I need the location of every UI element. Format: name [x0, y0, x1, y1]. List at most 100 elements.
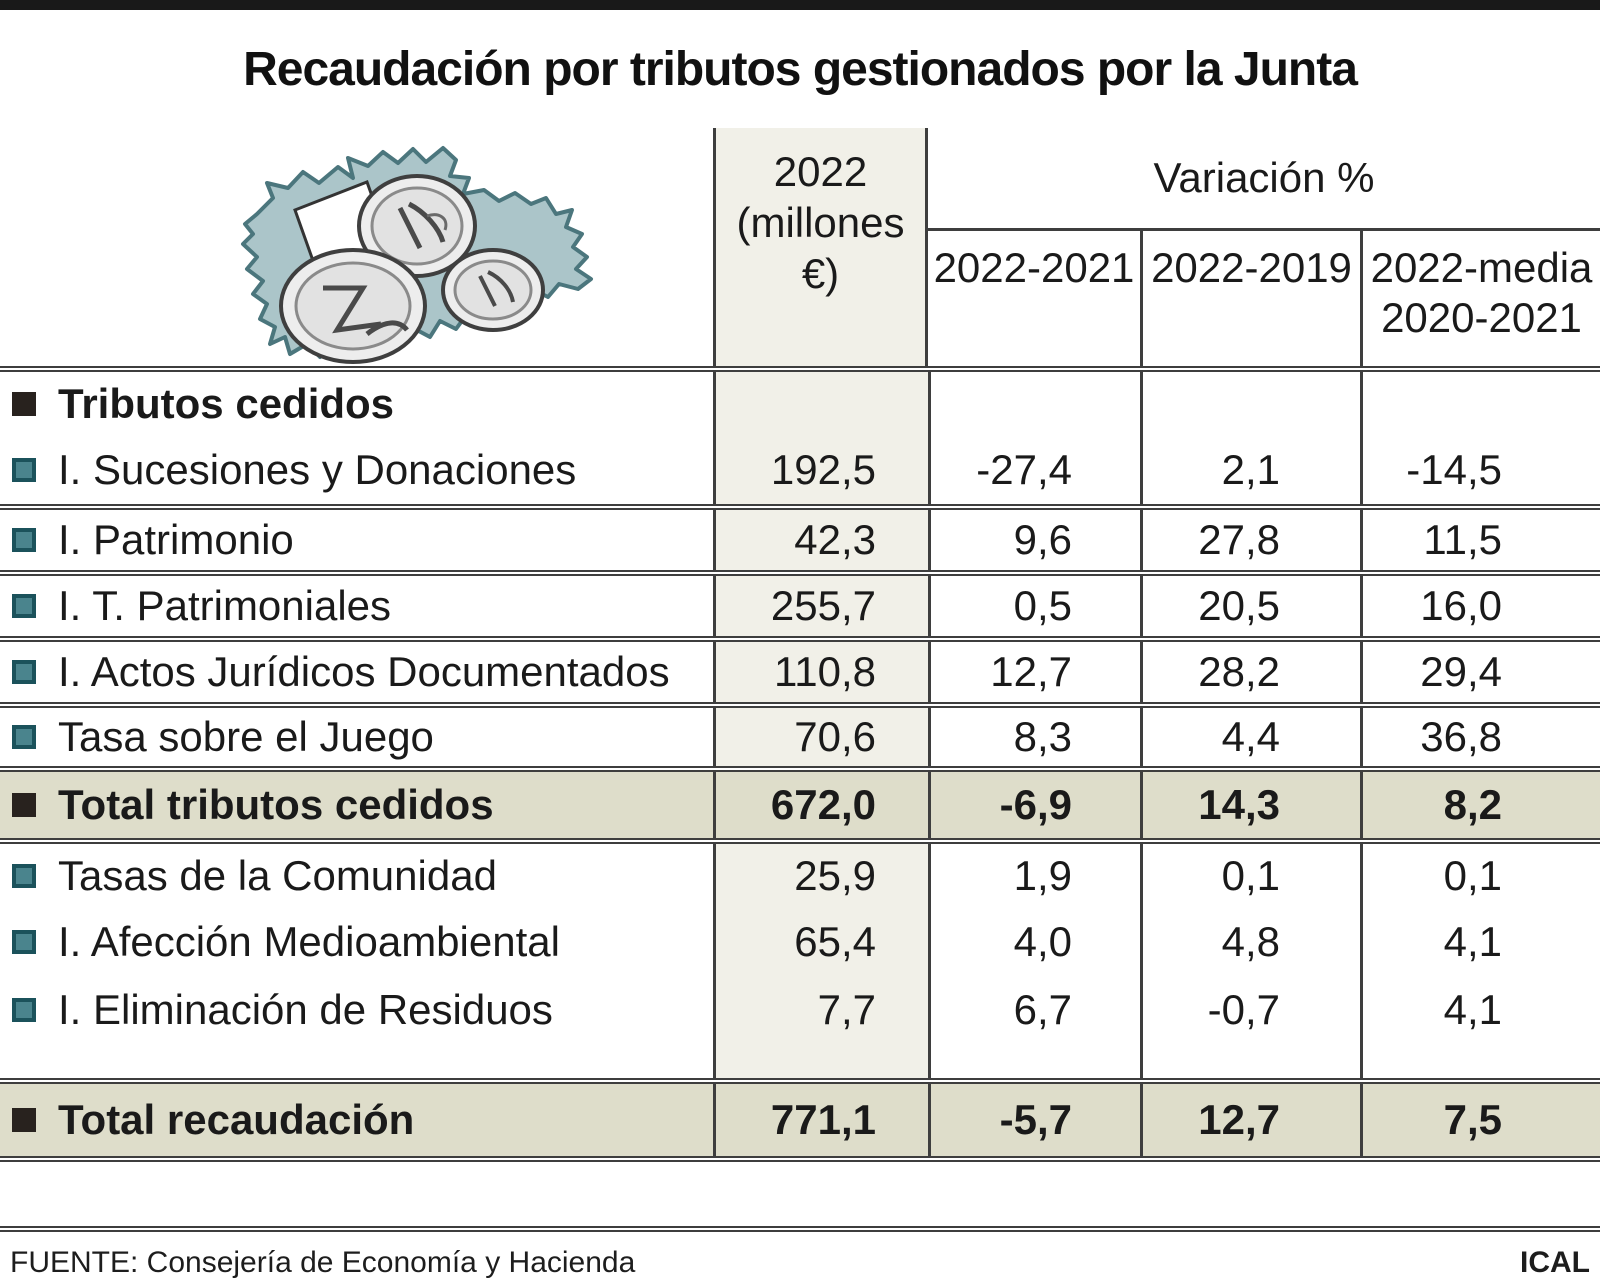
row-label: I. T. Patrimoniales: [58, 582, 392, 629]
column-header-2022-2021: 2022-2021: [933, 244, 1135, 291]
row-label: Total tributos cedidos: [58, 781, 494, 828]
value-2022-2021: -6,9: [928, 772, 1140, 838]
value-2022: 25,9: [713, 844, 928, 908]
row-label: I. Afección Medioambiental: [58, 918, 560, 965]
value-2022: [713, 372, 928, 436]
value-2022-2021: -5,7: [928, 1084, 1140, 1156]
row-label: I. Eliminación de Residuos: [58, 986, 553, 1033]
value-2022-2019: 14,3: [1140, 772, 1360, 838]
value-2022-media: 4,1: [1360, 908, 1600, 976]
value-2022-2021: 4,0: [928, 908, 1140, 976]
table-row-actos-juridicos: I. Actos Jurídicos Documentados 110,8 12…: [0, 636, 1600, 702]
value-2022: 771,1: [713, 1084, 928, 1156]
item-bullet-icon: [12, 725, 36, 749]
row-label: I. Sucesiones y Donaciones: [58, 446, 577, 493]
value-2022-media: 16,0: [1360, 576, 1600, 636]
table-row-total-recaudacion: Total recaudación 771,1 -5,7 12,7 7,5: [0, 1078, 1600, 1156]
column-header-variacion-group: Variación % 2022-2021 2022-2019 2022-med…: [928, 128, 1600, 366]
castilla-y-leon-map-coins-icon: [241, 146, 593, 364]
table-header: 2022 (millones €) Variación % 2022-2021 …: [0, 128, 1600, 366]
value-2022-media: 11,5: [1360, 510, 1600, 570]
item-bullet-icon: [12, 864, 36, 888]
footer-rule: [0, 1226, 1600, 1232]
item-bullet-icon: [12, 930, 36, 954]
value-2022: 7,7: [713, 976, 928, 1044]
value-2022-media: 4,1: [1360, 976, 1600, 1044]
column-header-2022: 2022 (millones €): [713, 128, 928, 366]
row-label: Tasa sobre el Juego: [58, 713, 434, 760]
item-bullet-icon: [12, 998, 36, 1022]
item-bullet-icon: [12, 528, 36, 552]
column-header-2022-2019: 2022-2019: [1140, 231, 1360, 366]
value-2022-2021: -27,4: [928, 436, 1140, 504]
value-2022-media: 8,2: [1360, 772, 1600, 838]
value-2022-2019: 27,8: [1140, 510, 1360, 570]
value-2022-2019: 4,8: [1140, 908, 1360, 976]
value-2022-2021: 6,7: [928, 976, 1140, 1044]
value-2022-2021: 8,3: [928, 708, 1140, 766]
item-bullet-icon: [12, 594, 36, 618]
euro-coin-icon: [279, 248, 427, 364]
value-2022-2019: 4,4: [1140, 708, 1360, 766]
variacion-subheaders: 2022-2021 2022-2019 2022-media 2020-2021: [928, 228, 1600, 366]
value-2022-2021: 1,9: [928, 844, 1140, 908]
row-label: Tasas de la Comunidad: [58, 852, 497, 899]
row-label: I. Actos Jurídicos Documentados: [58, 648, 670, 695]
euro-coin-icon: [357, 174, 477, 278]
value-2022-2019: 2,1: [1140, 436, 1360, 504]
section-bullet-icon: [12, 1108, 36, 1132]
value-2022-media: 29,4: [1360, 642, 1600, 702]
header-map-cell: [0, 128, 713, 366]
item-bullet-icon: [12, 660, 36, 684]
value-2022-2021: 9,6: [928, 510, 1140, 570]
value-2022-2019: 28,2: [1140, 642, 1360, 702]
table-row-tributos-cedidos: Tributos cedidos: [0, 366, 1600, 436]
value-2022-2019: [1140, 372, 1360, 436]
table-row-spacer: [0, 1044, 1600, 1078]
value-2022: 65,4: [713, 908, 928, 976]
row-label: Total recaudación: [58, 1096, 415, 1143]
euro-coin-icon: [441, 248, 545, 332]
value-2022-2019: 0,1: [1140, 844, 1360, 908]
value-2022-2021: [928, 372, 1140, 436]
page-title: Recaudación por tributos gestionados por…: [243, 42, 1358, 96]
table-row-sucesiones: I. Sucesiones y Donaciones 192,5 -27,4 2…: [0, 436, 1600, 504]
table-body: Tributos cedidos I. Sucesiones y Donacio…: [0, 366, 1600, 1162]
value-2022-2021: 0,5: [928, 576, 1140, 636]
value-2022-media: -14,5: [1360, 436, 1600, 504]
value-2022: 255,7: [713, 576, 928, 636]
value-2022-2019: 20,5: [1140, 576, 1360, 636]
value-2022-media: [1360, 372, 1600, 436]
value-2022: 110,8: [713, 642, 928, 702]
value-2022: 42,3: [713, 510, 928, 570]
value-2022-2019: 12,7: [1140, 1084, 1360, 1156]
table-row-tasas-comunidad: Tasas de la Comunidad 25,9 1,9 0,1 0,1: [0, 838, 1600, 908]
agency-credit: ICAL: [1520, 1246, 1590, 1279]
row-label: Tributos cedidos: [58, 380, 395, 427]
value-2022-media: 36,8: [1360, 708, 1600, 766]
item-bullet-icon: [12, 458, 36, 482]
table-row-total-tributos-cedidos: Total tributos cedidos 672,0 -6,9 14,3 8…: [0, 766, 1600, 838]
column-header-variacion: Variación %: [1153, 154, 1375, 201]
footer-gap: [0, 1162, 1600, 1226]
table-row-tasa-juego: Tasa sobre el Juego 70,6 8,3 4,4 36,8: [0, 702, 1600, 766]
row-label: I. Patrimonio: [58, 516, 294, 563]
table-row-afeccion-medioambiental: I. Afección Medioambiental 65,4 4,0 4,8 …: [0, 908, 1600, 976]
tax-revenue-table: 2022 (millones €) Variación % 2022-2021 …: [0, 128, 1600, 1162]
section-bullet-icon: [12, 392, 36, 416]
top-rule-bar: [0, 0, 1600, 10]
value-2022: 70,6: [713, 708, 928, 766]
table-row-t-patrimoniales: I. T. Patrimoniales 255,7 0,5 20,5 16,0: [0, 570, 1600, 636]
value-2022-2021: 12,7: [928, 642, 1140, 702]
value-2022: 672,0: [713, 772, 928, 838]
column-header-2022-media: 2022-media 2020-2021: [1360, 231, 1600, 366]
table-row-eliminacion-residuos: I. Eliminación de Residuos 7,7 6,7 -0,7 …: [0, 976, 1600, 1044]
value-2022-media: 0,1: [1360, 844, 1600, 908]
value-2022: 192,5: [713, 436, 928, 504]
section-bullet-icon: [12, 793, 36, 817]
value-2022-media: 7,5: [1360, 1084, 1600, 1156]
table-row-patrimonio: I. Patrimonio 42,3 9,6 27,8 11,5: [0, 504, 1600, 570]
source-credit: FUENTE: Consejería de Economía y Haciend…: [10, 1246, 636, 1279]
footer: FUENTE: Consejería de Economía y Haciend…: [0, 1232, 1600, 1280]
value-2022-2019: -0,7: [1140, 976, 1360, 1044]
